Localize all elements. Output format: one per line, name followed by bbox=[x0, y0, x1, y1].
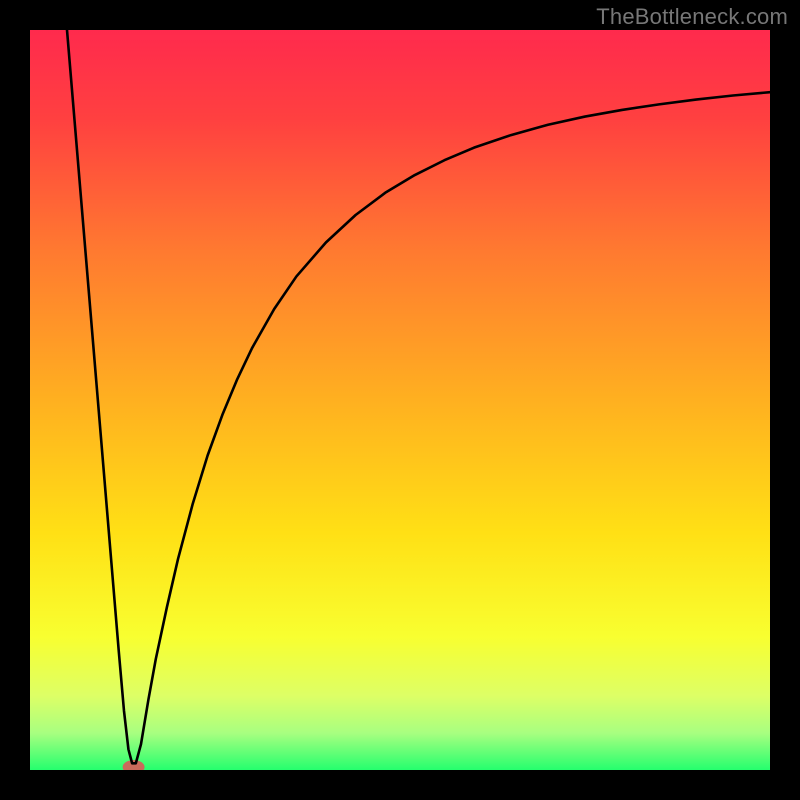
watermark-text: TheBottleneck.com bbox=[596, 4, 788, 30]
plot-background bbox=[30, 30, 770, 770]
chart-container: TheBottleneck.com bbox=[0, 0, 800, 800]
chart-svg bbox=[0, 0, 800, 800]
